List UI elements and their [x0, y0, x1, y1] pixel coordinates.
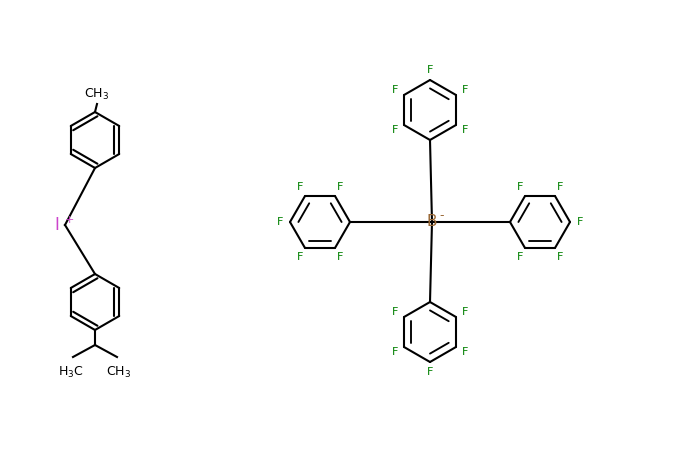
Text: H$_3$C: H$_3$C [58, 365, 84, 380]
Text: F: F [296, 182, 303, 192]
Text: F: F [557, 182, 563, 192]
Text: F: F [392, 307, 398, 317]
Text: F: F [427, 65, 433, 75]
Text: F: F [517, 182, 523, 192]
Text: F: F [427, 367, 433, 377]
Text: CH$_3$: CH$_3$ [84, 87, 109, 102]
Text: CH$_3$: CH$_3$ [107, 365, 131, 380]
Text: F: F [577, 217, 583, 227]
Text: F: F [462, 347, 468, 357]
Text: F: F [392, 347, 398, 357]
Text: F: F [337, 182, 343, 192]
Text: F: F [277, 217, 283, 227]
Text: F: F [517, 252, 523, 261]
Text: F: F [392, 125, 398, 135]
Text: I: I [54, 216, 59, 234]
Text: F: F [557, 252, 563, 261]
Text: F: F [462, 307, 468, 317]
Text: +: + [65, 215, 74, 225]
Text: F: F [392, 85, 398, 95]
Text: B: B [427, 215, 437, 230]
Text: F: F [462, 125, 468, 135]
Text: F: F [296, 252, 303, 261]
Text: -: - [439, 210, 443, 222]
Text: F: F [462, 85, 468, 95]
Text: F: F [337, 252, 343, 261]
